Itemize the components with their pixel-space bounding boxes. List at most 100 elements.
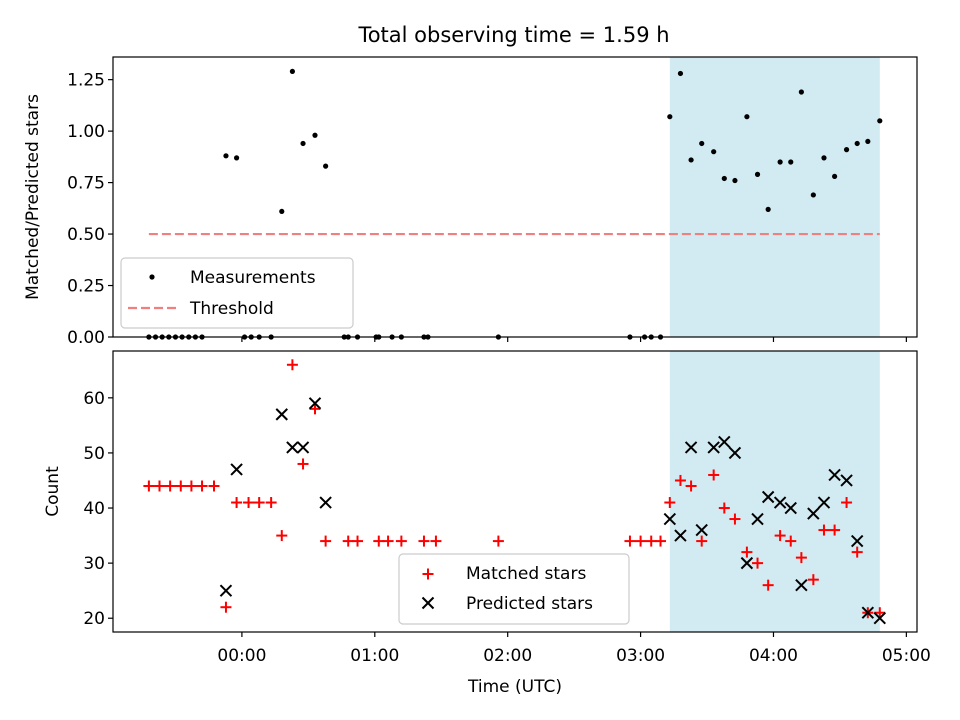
legend-marker-x-stroke [421, 596, 435, 610]
y-tick-label: 50 [83, 444, 105, 464]
legend-marker-plus [422, 568, 434, 580]
x-axis-ticks-bottom: 00:00 01:00 02:00 03:00 04:00 05:00 [217, 632, 931, 666]
matched-star-point [352, 535, 364, 547]
predicted-star-point [684, 441, 698, 454]
count-points [143, 359, 886, 625]
measurement-point [667, 114, 673, 120]
legend-marker-x [421, 596, 435, 610]
predicted-star-point [663, 512, 677, 526]
matched-star-point [785, 535, 797, 547]
matched-star-point [382, 535, 394, 547]
matched-star-point [243, 497, 255, 509]
matched-star-point [175, 480, 187, 492]
matched-star-point [708, 469, 720, 481]
matched-star-point [729, 513, 741, 525]
predicted-star-point-stroke [817, 496, 831, 509]
predicted-star-point-stroke [873, 612, 886, 625]
x-tick-label: 00:00 [217, 646, 266, 666]
matched-star-point [492, 535, 504, 547]
top-panel-ratio: 0.00 0.25 0.50 0.75 1.00 1.25 Matched/Predict… [23, 56, 918, 348]
measurement-point [323, 163, 329, 169]
x-tick-label: 01:00 [350, 646, 399, 666]
predicted-star-point [751, 512, 764, 526]
legend-marker-dot [149, 274, 155, 280]
predicted-star-point-stroke [707, 441, 720, 454]
y-axis-label-bottom: Count [43, 466, 63, 517]
predicted-star-point [296, 441, 310, 454]
matched-star-point [320, 535, 332, 547]
legend-box-top [120, 257, 354, 329]
y-axis-label-top: Matched/Predicted stars [23, 94, 43, 300]
predicted-star-point [784, 501, 797, 515]
predicted-star-point-stroke [684, 441, 698, 454]
matched-star-point [645, 535, 657, 547]
predicted-star-point-stroke [275, 408, 288, 421]
matched-star-point [696, 535, 708, 547]
matched-star-point [829, 524, 841, 536]
measurement-point [233, 155, 240, 161]
matched-star-point [762, 579, 774, 591]
legend-box-bottom [398, 553, 630, 625]
measurement-point [865, 138, 871, 145]
matched-star-point [309, 403, 321, 415]
axes-frame-bottom [112, 350, 918, 633]
matched-star-point [297, 458, 309, 470]
measurement-point [279, 208, 285, 215]
measurement-point [711, 149, 717, 155]
legend-label-matched: Matched stars [466, 564, 586, 584]
predicted-star-point [286, 441, 299, 454]
matched-star-point [674, 474, 686, 486]
x-tick-label: 02:00 [483, 646, 532, 666]
measurement-point [721, 175, 727, 182]
observing-span-top [669, 57, 880, 337]
predicted-star-point [761, 490, 775, 504]
legend-symbol-predicted [421, 596, 435, 610]
y-tick-label: 1.00 [67, 122, 105, 142]
matched-star-point [143, 480, 155, 492]
legend-label-predicted: Predicted stars [466, 594, 593, 614]
measurement-point [854, 140, 860, 147]
predicted-star-point [807, 507, 820, 520]
matched-star-point [635, 535, 647, 547]
x-tick-label: 03:00 [616, 646, 665, 666]
predicted-star-point [319, 496, 332, 509]
predicted-star-point-stroke [308, 397, 322, 410]
measurement-point [300, 140, 306, 147]
predicted-star-point [728, 446, 742, 460]
measurement-point [788, 159, 794, 165]
matched-star-point [373, 535, 385, 547]
matched-star-point [208, 480, 220, 492]
predicted-star-point [718, 435, 731, 449]
y-axis-ticks-top: 0.00 0.25 0.50 0.75 1.00 1.25 [67, 71, 113, 348]
matched-star-point [841, 497, 853, 509]
predicted-star-point [850, 534, 864, 548]
matched-star-point [874, 607, 886, 619]
measurement-point [677, 70, 684, 77]
matched-star-point [164, 480, 176, 492]
predicted-star-point-stroke [773, 496, 787, 509]
predicted-star-point-stroke [674, 529, 687, 542]
predicted-star-point-stroke [286, 441, 299, 454]
predicted-star-point [773, 496, 787, 509]
predicted-star-point [674, 529, 687, 542]
predicted-star-point [873, 612, 886, 625]
predicted-star-point-stroke [296, 441, 310, 454]
predicted-star-point-stroke [751, 512, 764, 526]
matched-star-point [418, 535, 430, 547]
predicted-star-point [828, 468, 841, 482]
measurement-point [744, 114, 750, 120]
matched-star-point [231, 497, 243, 509]
predicted-star-point-stroke [695, 523, 708, 537]
matched-star-point [807, 574, 819, 586]
legend-bottom: Matched stars Predicted stars [398, 553, 630, 625]
y-tick-label: 40 [83, 499, 105, 519]
figure-title: Total observing time = 1.59 h [357, 23, 669, 47]
legend-label-threshold: Threshold [189, 299, 274, 319]
x-tick-label: 05:00 [882, 646, 931, 666]
predicted-star-point [230, 463, 243, 476]
measurement-point [777, 159, 783, 165]
measurement-point [821, 155, 827, 161]
predicted-star-point-stroke [784, 501, 797, 515]
measurement-point [765, 206, 771, 212]
